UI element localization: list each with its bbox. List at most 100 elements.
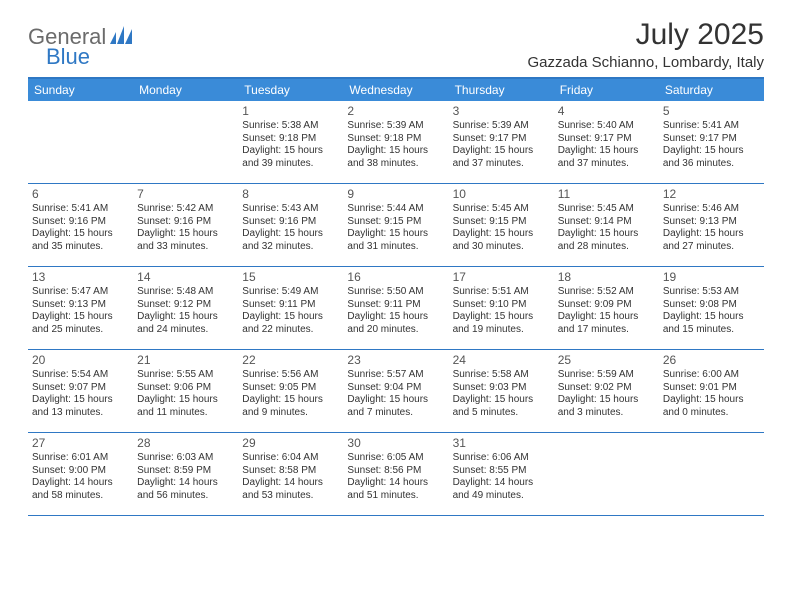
weekday-header: Monday	[133, 79, 238, 101]
day-cell: 6Sunrise: 5:41 AMSunset: 9:16 PMDaylight…	[28, 184, 133, 266]
daylight-line: Daylight: 15 hours and 35 minutes.	[32, 228, 129, 253]
sunset-line: Sunset: 9:14 PM	[558, 216, 655, 229]
daylight-line: Daylight: 15 hours and 15 minutes.	[663, 311, 760, 336]
daylight-line: Daylight: 15 hours and 32 minutes.	[242, 228, 339, 253]
daylight-line: Daylight: 15 hours and 33 minutes.	[137, 228, 234, 253]
day-cell: 4Sunrise: 5:40 AMSunset: 9:17 PMDaylight…	[554, 101, 659, 183]
sunset-line: Sunset: 9:11 PM	[242, 299, 339, 312]
day-cell: 25Sunrise: 5:59 AMSunset: 9:02 PMDayligh…	[554, 350, 659, 432]
sunset-line: Sunset: 9:00 PM	[32, 465, 129, 478]
day-number: 18	[558, 270, 655, 285]
day-cell: 5Sunrise: 5:41 AMSunset: 9:17 PMDaylight…	[659, 101, 764, 183]
sunrise-line: Sunrise: 5:55 AM	[137, 369, 234, 382]
sunset-line: Sunset: 9:17 PM	[558, 133, 655, 146]
day-cell: 23Sunrise: 5:57 AMSunset: 9:04 PMDayligh…	[343, 350, 448, 432]
sunset-line: Sunset: 9:18 PM	[347, 133, 444, 146]
daylight-line: Daylight: 14 hours and 58 minutes.	[32, 477, 129, 502]
day-cell: 2Sunrise: 5:39 AMSunset: 9:18 PMDaylight…	[343, 101, 448, 183]
sunset-line: Sunset: 9:15 PM	[347, 216, 444, 229]
daylight-line: Daylight: 15 hours and 17 minutes.	[558, 311, 655, 336]
calendar-table: SundayMondayTuesdayWednesdayThursdayFrid…	[28, 77, 764, 516]
sunset-line: Sunset: 8:55 PM	[453, 465, 550, 478]
sunrise-line: Sunrise: 5:50 AM	[347, 286, 444, 299]
sunrise-line: Sunrise: 5:41 AM	[663, 120, 760, 133]
week-row: 13Sunrise: 5:47 AMSunset: 9:13 PMDayligh…	[28, 267, 764, 350]
week-row: 27Sunrise: 6:01 AMSunset: 9:00 PMDayligh…	[28, 433, 764, 516]
day-number: 31	[453, 436, 550, 451]
day-number: 6	[32, 187, 129, 202]
sunrise-line: Sunrise: 5:59 AM	[558, 369, 655, 382]
day-cell: 29Sunrise: 6:04 AMSunset: 8:58 PMDayligh…	[238, 433, 343, 515]
daylight-line: Daylight: 15 hours and 28 minutes.	[558, 228, 655, 253]
week-row: 20Sunrise: 5:54 AMSunset: 9:07 PMDayligh…	[28, 350, 764, 433]
sunset-line: Sunset: 8:56 PM	[347, 465, 444, 478]
weekday-header: Friday	[554, 79, 659, 101]
daylight-line: Daylight: 15 hours and 5 minutes.	[453, 394, 550, 419]
daylight-line: Daylight: 15 hours and 38 minutes.	[347, 145, 444, 170]
sunrise-line: Sunrise: 5:44 AM	[347, 203, 444, 216]
day-cell: 16Sunrise: 5:50 AMSunset: 9:11 PMDayligh…	[343, 267, 448, 349]
day-number: 29	[242, 436, 339, 451]
sunset-line: Sunset: 8:58 PM	[242, 465, 339, 478]
daylight-line: Daylight: 14 hours and 56 minutes.	[137, 477, 234, 502]
sunrise-line: Sunrise: 6:01 AM	[32, 452, 129, 465]
sunrise-line: Sunrise: 5:57 AM	[347, 369, 444, 382]
week-row: 6Sunrise: 5:41 AMSunset: 9:16 PMDaylight…	[28, 184, 764, 267]
sunset-line: Sunset: 9:01 PM	[663, 382, 760, 395]
sunrise-line: Sunrise: 6:05 AM	[347, 452, 444, 465]
sunset-line: Sunset: 9:18 PM	[242, 133, 339, 146]
sunrise-line: Sunrise: 5:46 AM	[663, 203, 760, 216]
sunrise-line: Sunrise: 6:06 AM	[453, 452, 550, 465]
daylight-line: Daylight: 14 hours and 53 minutes.	[242, 477, 339, 502]
daylight-line: Daylight: 14 hours and 49 minutes.	[453, 477, 550, 502]
day-cell: 12Sunrise: 5:46 AMSunset: 9:13 PMDayligh…	[659, 184, 764, 266]
sunrise-line: Sunrise: 6:03 AM	[137, 452, 234, 465]
weekday-header: Sunday	[28, 79, 133, 101]
sunset-line: Sunset: 9:06 PM	[137, 382, 234, 395]
sunset-line: Sunset: 9:13 PM	[32, 299, 129, 312]
sunset-line: Sunset: 9:17 PM	[453, 133, 550, 146]
day-cell: 30Sunrise: 6:05 AMSunset: 8:56 PMDayligh…	[343, 433, 448, 515]
day-number: 22	[242, 353, 339, 368]
day-cell: 13Sunrise: 5:47 AMSunset: 9:13 PMDayligh…	[28, 267, 133, 349]
daylight-line: Daylight: 15 hours and 24 minutes.	[137, 311, 234, 336]
day-cell	[28, 101, 133, 183]
day-number: 27	[32, 436, 129, 451]
day-number: 12	[663, 187, 760, 202]
day-number: 20	[32, 353, 129, 368]
sunset-line: Sunset: 9:03 PM	[453, 382, 550, 395]
sunset-line: Sunset: 9:12 PM	[137, 299, 234, 312]
daylight-line: Daylight: 15 hours and 20 minutes.	[347, 311, 444, 336]
week-row: 1Sunrise: 5:38 AMSunset: 9:18 PMDaylight…	[28, 101, 764, 184]
sunset-line: Sunset: 9:16 PM	[242, 216, 339, 229]
title-block: July 2025 Gazzada Schianno, Lombardy, It…	[527, 18, 764, 71]
sunset-line: Sunset: 9:17 PM	[663, 133, 760, 146]
day-cell: 8Sunrise: 5:43 AMSunset: 9:16 PMDaylight…	[238, 184, 343, 266]
daylight-line: Daylight: 15 hours and 11 minutes.	[137, 394, 234, 419]
day-number: 1	[242, 104, 339, 119]
daylight-line: Daylight: 15 hours and 27 minutes.	[663, 228, 760, 253]
day-cell: 31Sunrise: 6:06 AMSunset: 8:55 PMDayligh…	[449, 433, 554, 515]
sunrise-line: Sunrise: 5:43 AM	[242, 203, 339, 216]
daylight-line: Daylight: 15 hours and 0 minutes.	[663, 394, 760, 419]
sunrise-line: Sunrise: 5:45 AM	[558, 203, 655, 216]
day-number: 15	[242, 270, 339, 285]
day-cell: 14Sunrise: 5:48 AMSunset: 9:12 PMDayligh…	[133, 267, 238, 349]
sunset-line: Sunset: 9:11 PM	[347, 299, 444, 312]
sunrise-line: Sunrise: 5:58 AM	[453, 369, 550, 382]
sunrise-line: Sunrise: 5:53 AM	[663, 286, 760, 299]
day-number: 25	[558, 353, 655, 368]
sunrise-line: Sunrise: 5:39 AM	[453, 120, 550, 133]
sunrise-line: Sunrise: 5:38 AM	[242, 120, 339, 133]
daylight-line: Daylight: 15 hours and 31 minutes.	[347, 228, 444, 253]
sunset-line: Sunset: 9:16 PM	[32, 216, 129, 229]
daylight-line: Daylight: 15 hours and 37 minutes.	[558, 145, 655, 170]
day-number: 19	[663, 270, 760, 285]
day-number: 8	[242, 187, 339, 202]
daylight-line: Daylight: 15 hours and 22 minutes.	[242, 311, 339, 336]
sunrise-line: Sunrise: 5:47 AM	[32, 286, 129, 299]
day-number: 23	[347, 353, 444, 368]
day-cell: 20Sunrise: 5:54 AMSunset: 9:07 PMDayligh…	[28, 350, 133, 432]
day-number: 26	[663, 353, 760, 368]
day-cell: 3Sunrise: 5:39 AMSunset: 9:17 PMDaylight…	[449, 101, 554, 183]
